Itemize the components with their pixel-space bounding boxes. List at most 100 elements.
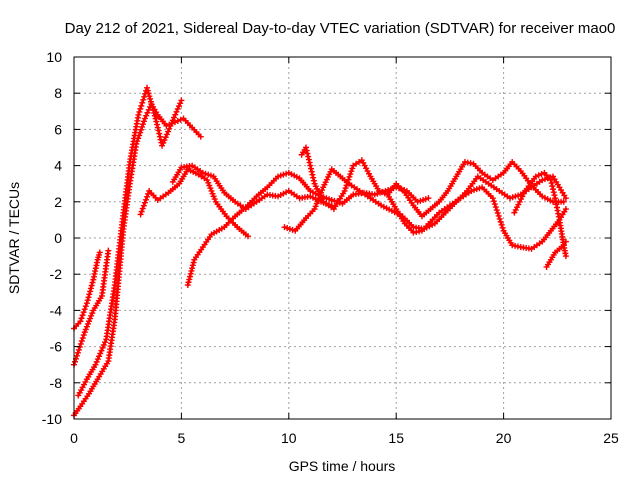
satellite-track-12 (543, 238, 569, 270)
data-point (562, 206, 569, 213)
series-line (139, 167, 250, 238)
data-point (305, 153, 312, 160)
data-point (136, 108, 143, 115)
data-point (142, 196, 149, 203)
data-point (102, 339, 109, 346)
data-point (532, 173, 539, 180)
data-point (78, 315, 85, 322)
data-point (79, 312, 86, 319)
data-point (84, 297, 91, 304)
data-point (71, 358, 78, 365)
data-point (303, 147, 310, 154)
data-point (190, 259, 197, 266)
data-point (347, 171, 354, 178)
data-point (143, 112, 150, 119)
data-point (149, 104, 156, 111)
data-point (79, 335, 86, 342)
data-point (88, 312, 95, 319)
data-point (548, 180, 555, 187)
data-point (188, 267, 195, 274)
data-point (83, 323, 90, 330)
data-point (206, 182, 213, 189)
data-point (497, 218, 504, 225)
data-point (89, 310, 96, 317)
data-point (94, 356, 101, 363)
data-point (144, 84, 151, 91)
x-tick-label: 0 (70, 430, 78, 446)
data-point (140, 202, 147, 209)
data-point (348, 168, 355, 175)
data-point (211, 196, 218, 203)
data-point (154, 124, 161, 131)
satellite-track-7 (184, 169, 432, 289)
data-point (144, 109, 151, 116)
data-point (184, 282, 191, 289)
data-point (83, 300, 90, 307)
data-point (309, 171, 316, 178)
data-point (550, 189, 557, 196)
data-point (166, 125, 173, 132)
data-point (80, 332, 87, 339)
data-point (138, 102, 145, 109)
data-point (148, 101, 155, 108)
data-point (549, 183, 556, 190)
data-point (538, 171, 545, 178)
data-point (174, 117, 181, 124)
data-point (310, 174, 317, 181)
data-point (163, 131, 170, 138)
data-point (376, 187, 383, 194)
data-point (197, 133, 204, 140)
data-point (80, 309, 87, 316)
satellite-track-2 (75, 84, 185, 399)
data-point (87, 288, 94, 295)
data-point (172, 111, 179, 118)
data-point (147, 98, 154, 105)
data-point (562, 253, 569, 260)
data-point (302, 144, 309, 151)
data-point (100, 341, 107, 348)
data-point (153, 118, 160, 125)
data-point (88, 282, 95, 289)
satellite-track-5 (137, 166, 251, 240)
data-point (492, 204, 499, 211)
data-point (314, 197, 321, 204)
data-point (77, 318, 84, 325)
data-point (209, 190, 216, 197)
y-tick-label: 2 (54, 194, 62, 210)
data-point (78, 338, 85, 345)
y-tick-label: 10 (46, 49, 62, 65)
axis-ticks: 0 5 10 15 20 25 -10 -8 -6 -4 -2 0 2 4 6 8 10 (42, 49, 619, 446)
data-point (177, 100, 184, 107)
data-point (535, 172, 542, 179)
data-point (137, 211, 144, 218)
data-point (495, 212, 502, 219)
data-point (141, 199, 148, 206)
data-point (139, 99, 146, 106)
data-point (494, 209, 501, 216)
data-point (150, 107, 157, 114)
data-point (139, 123, 146, 130)
data-point (189, 262, 196, 269)
data-point (147, 95, 154, 102)
data-point (560, 242, 567, 249)
data-point (177, 116, 184, 123)
data-point (305, 156, 312, 163)
data-point (161, 137, 168, 144)
data-point (156, 133, 163, 140)
x-tick-label: 5 (178, 430, 186, 446)
data-point (160, 139, 167, 146)
data-point (343, 182, 350, 189)
data-point (105, 247, 112, 254)
data-point (204, 177, 211, 184)
data-point (162, 134, 169, 141)
data-point (562, 238, 569, 245)
data-point (562, 195, 569, 202)
data-point (138, 126, 145, 133)
data-point (307, 162, 314, 169)
data-point (186, 273, 193, 280)
data-point (551, 192, 558, 199)
data-point (319, 187, 326, 194)
data-point (550, 186, 557, 193)
x-tick-label: 15 (388, 430, 404, 446)
